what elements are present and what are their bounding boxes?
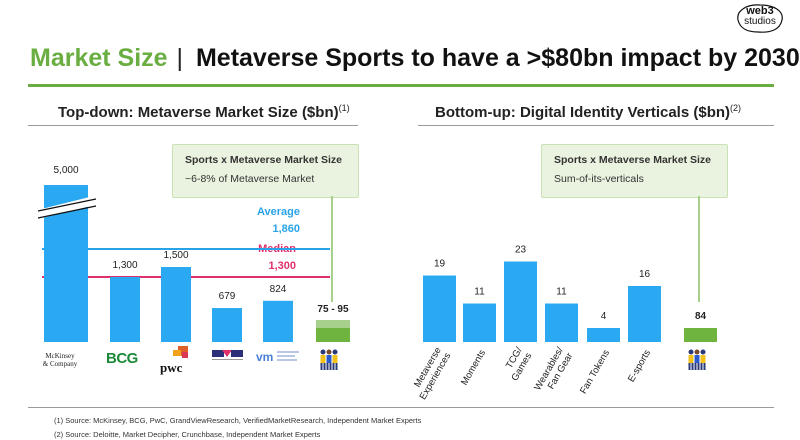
title-text: Metaverse Sports to have a >$80bn impact… (195, 44, 800, 72)
left-chart-heading: Top-down: Metaverse Market Size ($bn)(1) (58, 103, 350, 121)
right-callout-subtitle: Sum-of-its-verticals (554, 173, 644, 185)
verified-market-logo: vm (256, 350, 300, 366)
grandview-logo (212, 350, 243, 364)
bar-value-label: 16 (639, 269, 651, 280)
footnote-rule (28, 407, 774, 408)
bar-bottom-up-4 (587, 328, 620, 342)
category-label: E-sports (626, 348, 653, 384)
right-callout: Sports x Metaverse Market Size Sum-of-it… (541, 144, 728, 198)
bar-value-label: 11 (556, 287, 567, 298)
left-callout-subtitle: ~6-8% of Metaverse Market (185, 173, 315, 185)
bcg-logo: BCG (106, 350, 138, 367)
category-label: Moments (459, 348, 488, 388)
range-bar-low (316, 328, 350, 342)
bar-top-down-3 (212, 308, 242, 342)
left-callout-title: Sports x Metaverse Market Size (185, 154, 342, 166)
footnote-2: (2) Source: Deloitte, Market Decipher, C… (54, 430, 321, 439)
title-underline (28, 84, 774, 87)
axis-break-mark (37, 205, 97, 219)
bar-value-label: 84 (695, 311, 707, 322)
bar-value-label: 5,000 (53, 165, 78, 176)
bar-bottom-up-2 (504, 261, 537, 342)
bar-value-label: 19 (434, 259, 446, 270)
bar-bottom-up-0 (423, 275, 456, 342)
right-callout-title: Sports x Metaverse Market Size (554, 154, 711, 166)
right-chart-note: (2) (730, 103, 742, 113)
brand-subname: studios (744, 16, 776, 27)
bar-value-label: 1,300 (112, 260, 137, 271)
bar-value-label: 75 - 95 (317, 304, 349, 315)
average-label: Average (256, 206, 300, 218)
bar-bottom-up-3 (545, 303, 578, 342)
axis-break-mark (37, 198, 97, 212)
left-heading-rule (28, 125, 358, 126)
mckinsey-logo: McKinsey & Company (42, 352, 78, 368)
bar-bottom-up-6 (684, 328, 717, 342)
left-callout-connector (331, 196, 333, 302)
right-chart-heading: Bottom-up: Digital Identity Verticals ($… (435, 103, 741, 121)
left-chart-note: (1) (338, 103, 350, 113)
brand-logo-outline (737, 4, 783, 33)
title-separator: | (176, 44, 184, 72)
bar-value-label: 11 (474, 287, 485, 298)
category-label: Wearables/Fan Gear (532, 345, 575, 398)
pwc-logo: pwc (160, 346, 194, 375)
bar-value-label: 23 (515, 245, 527, 256)
right-chart-heading-text: Bottom-up: Digital Identity Verticals ($… (435, 104, 731, 121)
page-title: Market Size | Metaverse Sports to have a… (30, 44, 800, 73)
brand-name: web3 (746, 5, 774, 17)
bar-bottom-up-5 (628, 286, 661, 342)
bar-value-label: 679 (219, 291, 236, 302)
brand-logo: web3 studios (734, 2, 786, 36)
footnote-1: (1) Source: McKinsey, BCG, PwC, GrandVie… (54, 416, 422, 425)
bar-bottom-up-1 (463, 303, 496, 342)
bar-top-down-4 (263, 300, 293, 342)
median-value: 1,300 (268, 260, 296, 272)
average-value: 1,860 (272, 223, 300, 235)
right-heading-rule (418, 125, 774, 126)
category-label: Fan Tokens (578, 348, 612, 396)
left-callout: Sports x Metaverse Market Size ~6-8% of … (172, 144, 359, 198)
right-callout-connector (698, 196, 700, 302)
bar-value-label: 1,500 (163, 250, 188, 261)
bar-top-down-2 (161, 267, 191, 342)
bar-value-label: 4 (601, 311, 607, 322)
category-label: TCG/Games (500, 345, 535, 383)
bar-value-label: 824 (270, 284, 287, 295)
left-chart-heading-text: Top-down: Metaverse Market Size ($bn) (58, 104, 339, 121)
title-prefix: Market Size (30, 44, 168, 72)
sports-fans-icon (318, 348, 340, 377)
bar-top-down-1 (110, 277, 140, 342)
category-label: MetaverseExperiences (408, 345, 453, 401)
sports-fans-icon-right (686, 348, 708, 377)
